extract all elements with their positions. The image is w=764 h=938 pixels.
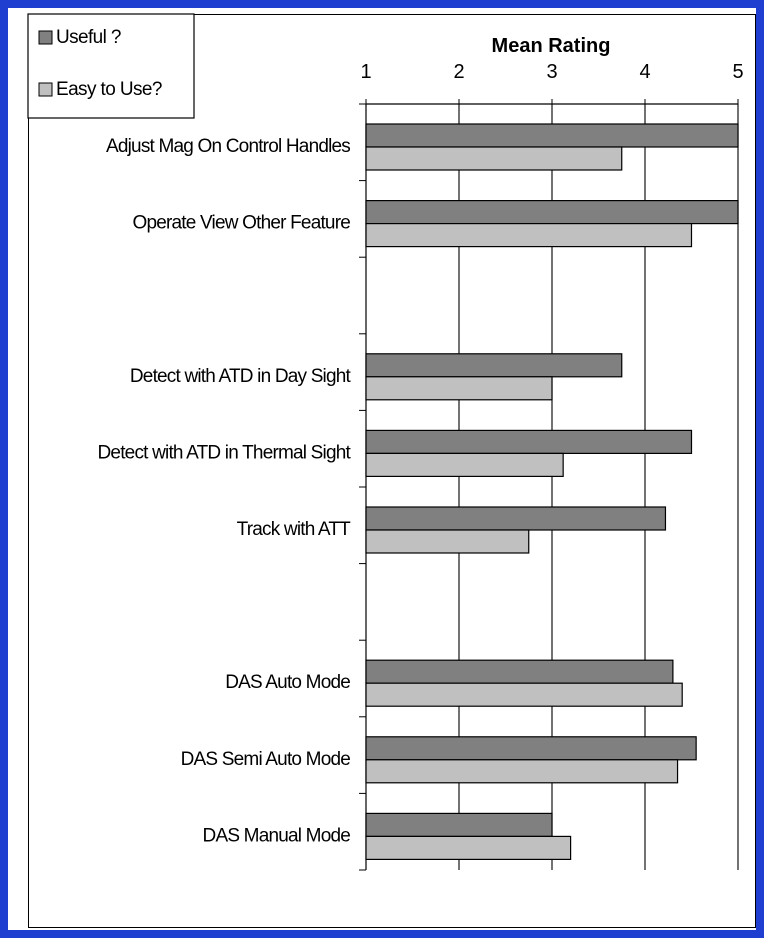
legend-label-0: Useful ?	[56, 27, 121, 48]
legend-box	[27, 13, 195, 119]
bar-1-5	[365, 529, 530, 554]
bar-1-3	[365, 376, 553, 401]
category-label-1: Operate View Other Feature	[132, 213, 350, 234]
category-label-7: DAS Auto Mode	[225, 672, 350, 693]
category-label-9: DAS Manual Mode	[203, 825, 351, 846]
bar-1-7	[365, 682, 683, 707]
bar-1-8	[365, 759, 679, 784]
bar-0-7	[365, 659, 674, 684]
category-label-4: Detect with ATD in Thermal Sight	[98, 442, 352, 463]
bar-0-0	[365, 123, 739, 148]
legend-swatch-0	[38, 30, 53, 45]
axis-title: Mean Rating	[492, 35, 611, 57]
bar-1-0	[365, 146, 623, 171]
legend-swatch-1	[38, 82, 53, 97]
category-label-3: Detect with ATD in Day Sight	[130, 366, 352, 387]
category-label-5: Track with ATT	[237, 519, 352, 540]
legend: Useful ? Easy to Use?	[27, 13, 195, 119]
bar-0-9	[365, 812, 553, 838]
bar-1-1	[365, 223, 693, 248]
axis-ticks	[359, 99, 739, 871]
bar-0-3	[365, 353, 623, 378]
tick-label-1: 1	[360, 61, 371, 83]
bar-1-4	[365, 452, 564, 477]
bar-0-8	[365, 736, 697, 761]
category-label-8: DAS Semi Auto Mode	[181, 749, 351, 770]
tick-labels: 1 2 3 4 5	[360, 61, 743, 83]
bar-1-9	[365, 835, 572, 861]
category-label-0: Adjust Mag On Control Handles	[106, 136, 350, 157]
tick-label-4: 4	[639, 61, 650, 83]
bar-0-4	[365, 429, 693, 454]
tick-label-2: 2	[453, 61, 464, 83]
bar-0-5	[365, 506, 667, 531]
tick-label-5: 5	[732, 61, 743, 83]
category-labels: Adjust Mag On Control Handles Operate Vie…	[98, 136, 353, 846]
bars	[365, 123, 739, 861]
legend-label-1: Easy to Use?	[56, 79, 162, 100]
tick-label-3: 3	[546, 61, 557, 83]
bar-0-1	[365, 200, 739, 225]
